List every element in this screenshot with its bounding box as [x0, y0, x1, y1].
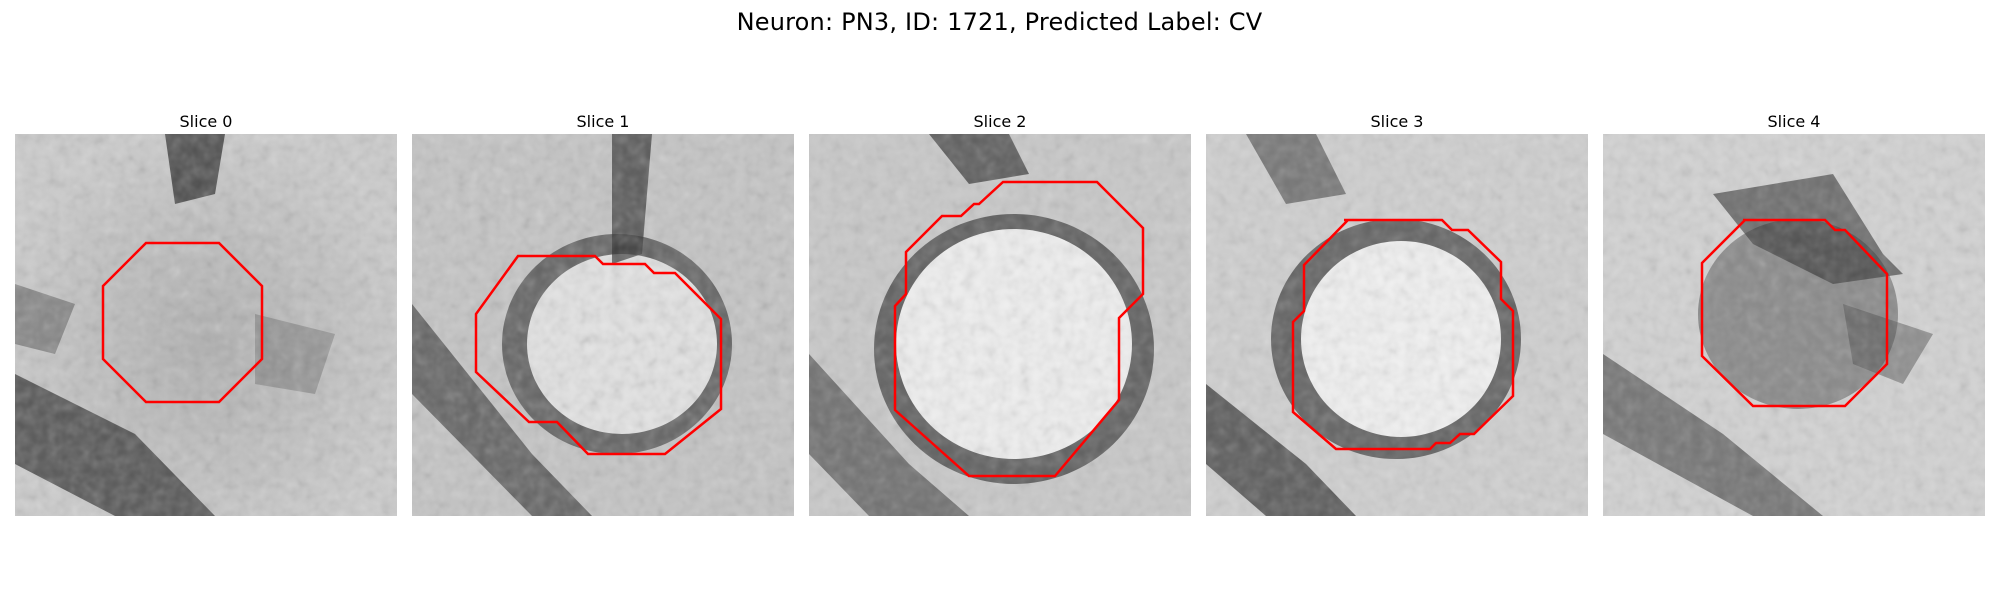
- contour-outline: [101, 241, 264, 404]
- slice-title: Slice 3: [1370, 112, 1424, 131]
- slice-image-3: [1206, 134, 1588, 516]
- contour-outline: [1291, 218, 1515, 451]
- slice-panel-2: Slice 2: [809, 110, 1191, 516]
- figure-title: Neuron: PN3, ID: 1721, Predicted Label: …: [736, 8, 1263, 36]
- slice-title: Slice 1: [576, 112, 630, 131]
- slice-title: Slice 0: [179, 112, 233, 131]
- slice-title: Slice 2: [973, 112, 1027, 131]
- slice-panel-0: Slice 0: [15, 110, 397, 516]
- slice-image-4: [1603, 134, 1985, 516]
- slice-image-1: [412, 134, 794, 516]
- contour-outline: [474, 254, 723, 456]
- slice-title: Slice 4: [1767, 112, 1821, 131]
- slice-image-0: [15, 134, 397, 516]
- contour-outline: [893, 180, 1145, 478]
- slice-panel-4: Slice 4: [1603, 110, 1985, 516]
- slice-panel-1: Slice 1: [412, 110, 794, 516]
- contour-outline: [1700, 218, 1889, 408]
- slice-image-2: [809, 134, 1191, 516]
- slice-panel-3: Slice 3: [1206, 110, 1588, 516]
